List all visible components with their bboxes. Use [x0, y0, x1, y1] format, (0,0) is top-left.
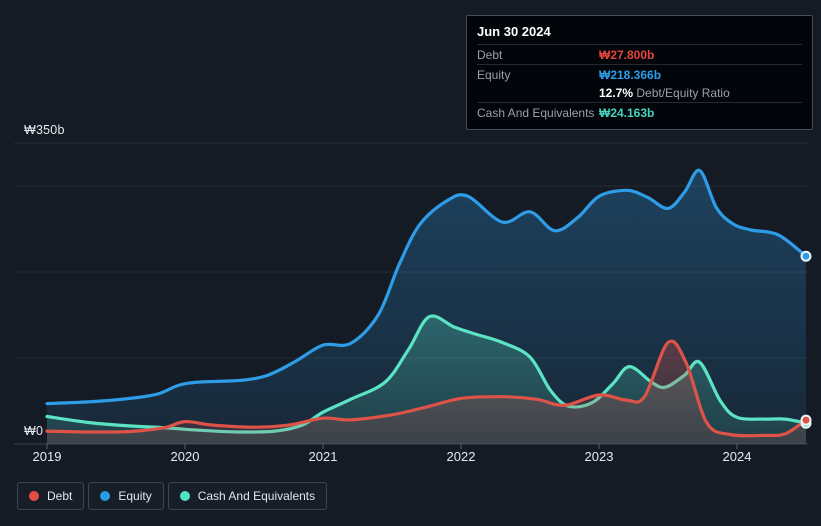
tooltip-debt-value: ₩27.800b: [599, 48, 655, 62]
debt-series-dot-icon: [29, 491, 39, 501]
tooltip-debt-label: Debt: [477, 48, 503, 62]
equity-area: [47, 170, 806, 444]
x-axis-label: 2019: [33, 449, 62, 464]
legend-item-debt[interactable]: Debt: [17, 482, 85, 510]
equity-series-dot-icon: [100, 491, 111, 501]
cash-series-dot-icon: [179, 491, 190, 501]
y-axis-label-350b: ₩350b: [24, 123, 65, 137]
x-axis-label: 2024: [723, 449, 752, 464]
debt-area: [47, 341, 806, 444]
tooltip-cash-label: Cash And Equivalents: [477, 106, 595, 120]
tooltip-equity-value: ₩218.366b: [599, 68, 662, 82]
chart-tooltip: Jun 30 2024 Debt ₩27.800b Equity ₩218.36…: [466, 15, 813, 130]
chart-legend: Debt Equity Cash And Equivalents: [17, 482, 328, 510]
y-axis-label-0: ₩0: [24, 424, 44, 438]
tooltip-date: Jun 30 2024: [477, 24, 551, 39]
tooltip-row-cash: Cash And Equivalents ₩24.163b: [477, 102, 802, 122]
x-axis-label: 2023: [585, 449, 614, 464]
equity-end-marker: [800, 250, 812, 262]
tooltip-row-debt: Debt ₩27.800b: [477, 44, 802, 64]
tooltip-ratio-percent: 12.7%: [599, 86, 634, 100]
tooltip-row-ratio: 12.7% Debt/Equity Ratio: [477, 84, 802, 102]
tooltip-cash-value: ₩24.163b: [599, 106, 655, 120]
legend-cash-label: Cash And Equivalents: [197, 489, 316, 503]
debt-end-marker: [800, 414, 812, 426]
tooltip-equity-label: Equity: [477, 68, 511, 82]
x-axis-label: 2020: [171, 449, 200, 464]
legend-debt-label: Debt: [47, 489, 73, 503]
x-axis-label: 2022: [447, 449, 476, 464]
legend-equity-label: Equity: [118, 489, 152, 503]
x-axis-label: 2021: [309, 449, 338, 464]
debt-line: [45, 339, 808, 438]
tooltip-ratio-value: 12.7% Debt/Equity Ratio: [599, 85, 730, 101]
tooltip-ratio-label: Debt/Equity Ratio: [636, 86, 730, 100]
equity-line: [45, 168, 808, 406]
tooltip-row-equity: Equity ₩218.366b: [477, 64, 802, 84]
legend-item-cash[interactable]: Cash And Equivalents: [167, 482, 328, 510]
legend-item-equity[interactable]: Equity: [88, 482, 164, 510]
